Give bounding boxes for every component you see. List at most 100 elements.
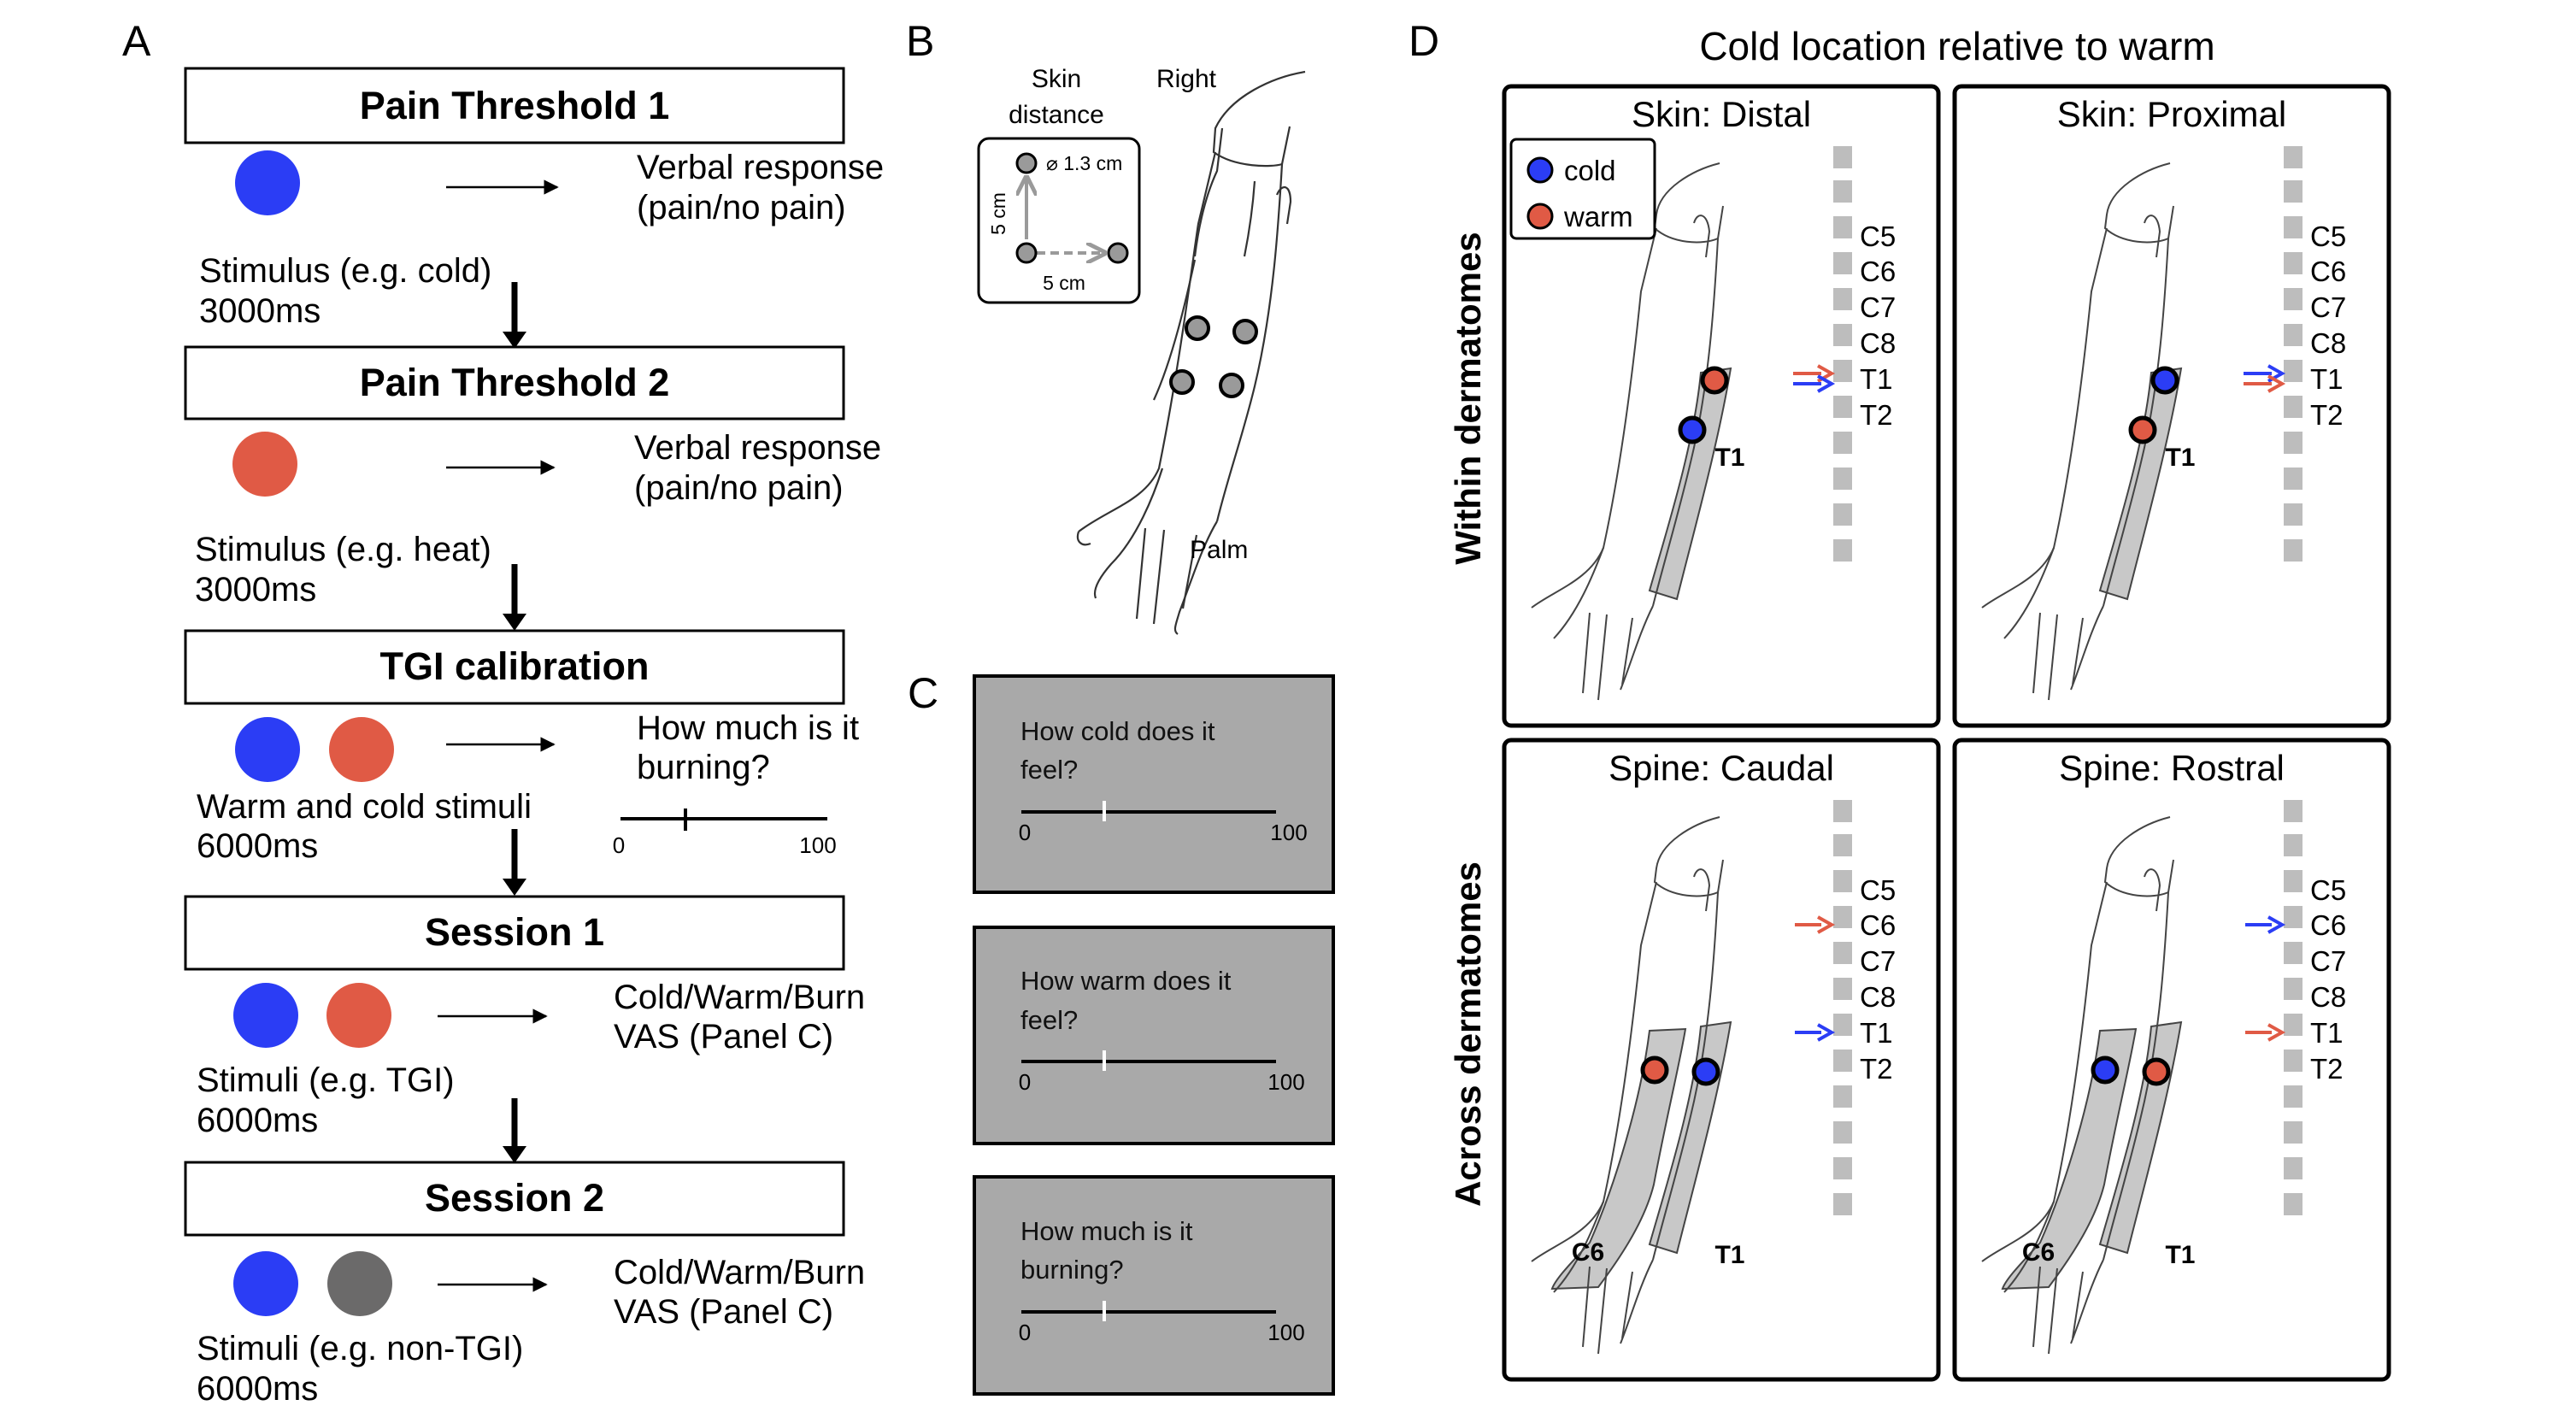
spine-segment xyxy=(2284,978,2303,1000)
caption-line-2: 3000ms xyxy=(195,571,316,609)
caption-line-1: Stimuli (e.g. TGI) xyxy=(197,1061,455,1099)
vas-box xyxy=(973,674,1335,894)
subpanel-title: Spine: Caudal xyxy=(1609,748,1834,788)
step-pain-threshold-1: Pain Threshold 1 Verbal response (pain/n… xyxy=(184,67,884,330)
probe-dot xyxy=(1169,369,1195,395)
spine-segment xyxy=(1833,180,1852,203)
spine-segment xyxy=(1833,834,1852,856)
panel-label-d: D xyxy=(1409,17,1439,65)
spine-segment xyxy=(1833,1085,1852,1108)
spine-segment xyxy=(1833,252,1852,274)
caption-line-1: Warm and cold stimuli xyxy=(197,788,532,826)
vas-max: 100 xyxy=(1270,820,1307,845)
vas-min: 0 xyxy=(1019,1069,1031,1095)
skin-distance-inset: ⌀ 1.3 cm 5 cm 5 cm xyxy=(977,137,1141,304)
probe-dot xyxy=(1185,315,1210,341)
cold-probe xyxy=(1678,415,1707,444)
warm-stimulus-dot xyxy=(326,983,391,1048)
cold-arrow-t1-head xyxy=(1817,1023,1836,1042)
cold-probe xyxy=(2091,1055,2120,1085)
arm-hand xyxy=(1553,215,1711,701)
arm-side-label: Right xyxy=(1156,65,1217,93)
spine-segment xyxy=(2284,1014,2303,1036)
arm-shoulder xyxy=(2103,162,2174,244)
response-line-1: How much is it xyxy=(637,709,859,747)
response-line-2: VAS (Panel C) xyxy=(614,1018,833,1055)
response-line-2: (pain/no pain) xyxy=(637,189,846,226)
caption-line-1: Stimulus (e.g. cold) xyxy=(199,252,491,290)
spine-level-label: C6 xyxy=(2310,909,2346,941)
panel-c: C How cold does it feel? 0 100 How warm … xyxy=(908,669,1335,1396)
vas-question-2: feel? xyxy=(1020,1005,1078,1035)
spine-level-label: C5 xyxy=(2310,874,2346,906)
panel-label-b: B xyxy=(906,17,934,65)
spine-level-label: C8 xyxy=(1860,327,1896,359)
spine-segment xyxy=(1833,1157,1852,1179)
spine-level-label: C5 xyxy=(2310,221,2346,252)
spine-segment xyxy=(2284,252,2303,274)
step-session-1: Session 1 Cold/Warm/Burn VAS (Panel C) S… xyxy=(184,895,865,1139)
vas-max: 100 xyxy=(1267,1069,1304,1095)
spine-level-label: T2 xyxy=(2310,1053,2344,1085)
spine-segment xyxy=(2284,180,2303,203)
arm-hand xyxy=(1553,868,1711,1355)
spine-segment xyxy=(2284,539,2303,562)
spine-segment xyxy=(2284,834,2303,856)
panel-label-a: A xyxy=(122,17,151,65)
row-label-across: Across dermatomes xyxy=(1448,861,1488,1207)
arm-hand xyxy=(2003,215,2161,701)
spine-level-label: C8 xyxy=(2310,981,2346,1013)
step-session-2: Session 2 Cold/Warm/Burn VAS (Panel C) S… xyxy=(184,1161,865,1408)
spine-level-label: T1 xyxy=(1860,363,1893,395)
dermatome-c6-strip xyxy=(1550,1027,1687,1291)
spine-segment xyxy=(2284,288,2303,310)
response-line-2: (pain/no pain) xyxy=(634,469,844,507)
step-tgi-calibration: TGI calibration How much is it burning? … xyxy=(184,629,859,865)
subpanel-2: Skin: Proximal T1 C5 C6 C7 C8 T1 T2 xyxy=(1952,84,2391,728)
dermatome-subpanels: Skin: DistalT1C5C6C7C8T1T2coldwarmSkin: … xyxy=(1502,84,2391,1382)
response-line-2: burning? xyxy=(637,749,770,786)
spine-segment xyxy=(1833,942,1852,964)
caption-line-2: 3000ms xyxy=(199,292,321,330)
warm-probe xyxy=(2142,1057,2171,1086)
step-title: Pain Threshold 2 xyxy=(360,361,670,404)
spine-level-label: C8 xyxy=(1860,981,1896,1013)
dermatome-label-t1: T1 xyxy=(2165,444,2195,472)
spine-level-label: C5 xyxy=(1860,874,1896,906)
response-line-1: Cold/Warm/Burn xyxy=(614,979,865,1016)
spine-segment xyxy=(1833,539,1852,562)
spine-segment xyxy=(2284,870,2303,892)
warm-arrow-c6-head xyxy=(1817,915,1836,934)
dermatome-label-c6: C6 xyxy=(1572,1238,1604,1267)
panel-label-c: C xyxy=(908,669,938,717)
warm-legend-label: warm xyxy=(1563,201,1633,232)
spine-segment xyxy=(1833,432,1852,454)
row-label-within: Within dermatomes xyxy=(1448,232,1488,564)
cold-arrow-c6-head xyxy=(2267,915,2286,934)
spine-segment xyxy=(2284,146,2303,168)
step-box xyxy=(184,1161,845,1237)
spine-level-label: C6 xyxy=(1860,256,1896,287)
cold-legend-label: cold xyxy=(1564,155,1616,186)
spine-level-label: C6 xyxy=(2310,256,2346,287)
response-line-2: VAS (Panel C) xyxy=(614,1293,833,1331)
step-box xyxy=(184,67,845,144)
subpanel-title: Spine: Rostral xyxy=(2059,748,2285,788)
spine-segment xyxy=(2284,1050,2303,1072)
spine-segment xyxy=(2284,1193,2303,1215)
dermatome-label-c6: C6 xyxy=(2022,1238,2055,1267)
spine-level-label: T2 xyxy=(1860,1053,1893,1085)
cold-arrow-t1-head xyxy=(1817,374,1836,393)
spine-segment xyxy=(1833,1121,1852,1144)
vas-min: 0 xyxy=(1019,820,1031,845)
vas-question-1: How much is it xyxy=(1020,1216,1193,1246)
step-box xyxy=(184,629,845,705)
caption-line-2: 6000ms xyxy=(197,1102,318,1139)
dermatome-label-t1: T1 xyxy=(1714,1241,1744,1269)
probe-dot xyxy=(1015,152,1038,174)
neutral-stimulus-dot xyxy=(327,1251,392,1316)
spine-level-label: C7 xyxy=(1860,945,1896,977)
cold-stimulus-dot xyxy=(235,717,300,782)
horizontal-distance-label: 5 cm xyxy=(1043,272,1085,294)
